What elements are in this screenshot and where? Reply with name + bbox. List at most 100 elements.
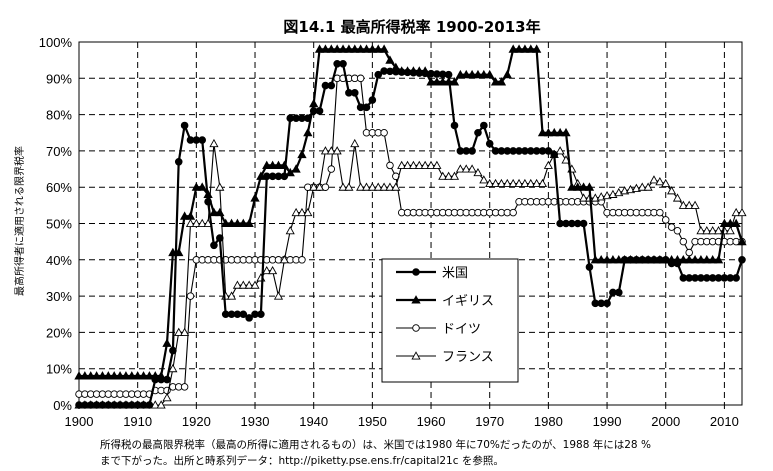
data-point xyxy=(480,121,488,130)
data-point xyxy=(279,160,290,169)
data-point xyxy=(438,77,448,86)
data-point xyxy=(144,371,155,380)
data-point xyxy=(291,164,301,173)
data-point xyxy=(585,263,594,271)
data-point xyxy=(725,226,735,235)
data-point xyxy=(350,138,360,148)
chart-title: 図14.1 最高所得税率 1900-2013年 xyxy=(283,18,540,36)
x-tick-label: 1970 xyxy=(475,414,504,429)
data-point xyxy=(291,207,301,217)
data-point xyxy=(138,371,149,380)
data-point xyxy=(555,127,565,137)
data-point xyxy=(326,146,336,155)
data-point xyxy=(169,346,177,355)
data-point xyxy=(397,160,407,169)
data-point xyxy=(186,292,195,300)
data-point xyxy=(402,66,413,75)
data-point xyxy=(561,127,571,137)
data-point xyxy=(91,371,102,380)
data-point xyxy=(643,254,653,264)
y-tick-label: 40% xyxy=(46,253,72,268)
data-point xyxy=(298,256,306,264)
caption: 所得税の最高限界税率（最高の所得に適用されるもの）は、米国では1980 年に70… xyxy=(100,437,760,469)
data-point xyxy=(449,77,460,86)
data-point xyxy=(696,254,706,264)
data-point xyxy=(133,371,143,380)
data-point xyxy=(731,207,741,217)
data-point xyxy=(221,218,231,228)
data-point xyxy=(320,146,330,155)
data-point xyxy=(361,44,372,53)
data-point xyxy=(103,371,113,380)
data-point xyxy=(432,77,442,86)
data-point xyxy=(239,310,248,319)
data-point xyxy=(444,70,453,79)
data-point xyxy=(455,164,465,173)
data-point xyxy=(391,182,401,191)
data-point xyxy=(257,310,265,319)
data-point xyxy=(374,70,383,79)
data-point xyxy=(444,171,454,180)
data-point xyxy=(467,69,477,79)
data-point xyxy=(737,207,747,217)
data-point xyxy=(326,44,336,53)
data-point xyxy=(738,256,746,264)
x-tick-labels: 1900 1910 1920 1930 1940 1950 1960 1970 1980 1990… xyxy=(65,414,739,429)
data-point xyxy=(696,226,706,235)
data-point xyxy=(174,247,184,257)
data-point xyxy=(380,128,388,137)
data-point xyxy=(532,178,542,188)
y-tick-label: 0% xyxy=(53,398,72,413)
data-point xyxy=(537,178,548,188)
data-point xyxy=(584,182,595,191)
data-point xyxy=(643,182,653,191)
data-point xyxy=(174,327,184,336)
x-tick-label: 1960 xyxy=(417,414,446,429)
data-point xyxy=(684,200,694,209)
data-point xyxy=(737,236,747,246)
data-point xyxy=(667,186,677,195)
data-point xyxy=(526,178,536,188)
data-point xyxy=(443,77,454,86)
data-point xyxy=(708,254,718,264)
data-point xyxy=(625,254,636,264)
data-point xyxy=(672,193,683,202)
legend-swatch-marker xyxy=(412,324,420,332)
data-point xyxy=(314,44,325,53)
data-point xyxy=(332,146,342,155)
data-point xyxy=(250,193,260,202)
x-tick-label: 1900 xyxy=(65,414,94,429)
data-point xyxy=(338,182,348,191)
data-point xyxy=(731,218,741,228)
data-point xyxy=(555,146,565,155)
legend-swatch-marker xyxy=(412,268,420,276)
x-tick-label: 1930 xyxy=(241,414,270,429)
data-point xyxy=(474,128,482,137)
data-point xyxy=(355,44,366,53)
data-point xyxy=(367,182,377,191)
data-point xyxy=(713,254,724,264)
y-tick-label: 70% xyxy=(46,144,72,159)
legend-swatch-marker xyxy=(411,351,421,360)
data-point xyxy=(637,182,647,191)
data-point xyxy=(414,66,424,75)
data-point xyxy=(327,165,336,173)
data-point xyxy=(150,400,160,409)
data-point xyxy=(461,164,471,173)
data-point xyxy=(526,44,536,53)
data-point xyxy=(80,371,90,380)
data-point xyxy=(461,69,471,79)
data-point xyxy=(115,371,125,380)
data-point xyxy=(661,178,671,188)
data-point xyxy=(678,200,688,209)
data-point xyxy=(262,265,272,275)
data-point xyxy=(273,160,284,169)
data-point xyxy=(531,44,542,53)
data-point xyxy=(649,175,659,184)
data-point xyxy=(203,189,213,198)
data-point xyxy=(672,254,683,264)
data-point xyxy=(373,44,383,53)
data-point xyxy=(209,138,219,148)
data-point xyxy=(479,175,489,184)
y-tick-label: 60% xyxy=(46,180,72,195)
